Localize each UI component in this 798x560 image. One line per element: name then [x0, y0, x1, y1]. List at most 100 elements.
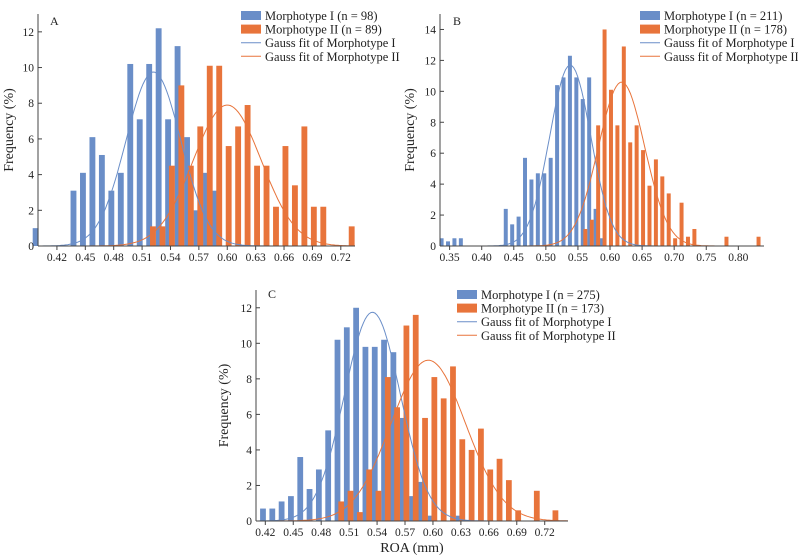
x-tick-label: 0.42: [47, 252, 67, 264]
bar-morphotype-i: [136, 119, 143, 246]
x-tick-label: 0.48: [311, 527, 331, 539]
bar-morphotype-ii: [621, 46, 626, 247]
bar-morphotype-ii: [440, 398, 447, 521]
gauss-fit-morphotype-ii: [440, 81, 764, 247]
x-tick-label: 0.69: [507, 527, 527, 539]
bar-morphotype-ii: [431, 377, 438, 521]
bar-morphotype-i: [288, 496, 294, 521]
x-tick-label: 0.75: [696, 252, 716, 264]
bar-morphotype-i: [587, 77, 592, 246]
bar-morphotype-i: [542, 173, 547, 246]
bar-morphotype-i: [269, 508, 276, 521]
y-tick-label: 12: [425, 55, 437, 67]
bar-morphotype-ii: [596, 125, 601, 246]
bar-morphotype-ii: [384, 377, 391, 521]
legend-swatch: [457, 303, 477, 313]
bar-morphotype-i: [203, 172, 209, 246]
bar-morphotype-i: [455, 515, 462, 521]
x-tick-label: 0.45: [504, 252, 524, 264]
bar-morphotype-ii: [178, 85, 185, 246]
legend-label: Gauss fit of Morphotype I: [265, 36, 396, 50]
y-tick-label: 2: [246, 480, 252, 492]
bar-morphotype-i: [399, 417, 406, 521]
bar-morphotype-ii: [692, 228, 697, 246]
bar-morphotype-ii: [394, 407, 400, 521]
x-tick-label: 0.50: [536, 252, 556, 264]
bar-morphotype-i: [212, 190, 219, 246]
y-tick-label: 6: [430, 148, 436, 160]
legend-swatch: [241, 11, 261, 20]
x-tick-label: 0.60: [423, 527, 443, 539]
x-tick-label: 0.69: [302, 252, 322, 264]
x-tick-label: 0.72: [331, 252, 351, 264]
x-tick-label: 0.42: [255, 527, 275, 539]
x-axis-label: ROA (mm): [380, 541, 444, 556]
bar-morphotype-ii: [168, 165, 175, 246]
bar-morphotype-i: [523, 157, 527, 246]
x-tick-label: 0.60: [600, 252, 620, 264]
bar-morphotype-i: [452, 238, 457, 246]
bar-morphotype-ii: [206, 65, 213, 246]
bar-morphotype-i: [184, 137, 190, 246]
bar-morphotype-i: [362, 346, 369, 521]
panel-label: A: [50, 14, 59, 28]
bar-morphotype-i: [146, 63, 153, 246]
bar-morphotype-i: [155, 28, 162, 247]
bar-morphotype-ii: [628, 142, 633, 246]
legend-label: Morphotype I (n = 275): [481, 288, 600, 302]
bar-morphotype-ii: [225, 146, 232, 246]
bar-morphotype-i: [174, 46, 181, 246]
y-tick-label: 8: [28, 98, 34, 110]
bar-morphotype-i: [70, 190, 77, 246]
x-tick-label: 0.45: [283, 527, 303, 539]
bar-morphotype-ii: [412, 314, 419, 521]
bar-morphotype-i: [580, 99, 585, 246]
bar-morphotype-i: [446, 241, 451, 246]
x-tick-label: 0.60: [217, 252, 237, 264]
legend-swatch: [241, 24, 261, 34]
x-tick-label: 0.66: [479, 527, 499, 539]
bar-morphotype-ii: [673, 238, 678, 246]
bar-morphotype-ii: [589, 219, 594, 246]
bar-morphotype-i: [458, 238, 463, 246]
bar-morphotype-ii: [515, 510, 522, 521]
y-tick-label: 14: [425, 24, 437, 36]
legend-label: Gauss fit of Morphotype II: [664, 50, 798, 64]
bar-morphotype-ii: [282, 146, 289, 246]
bar-morphotype-ii: [602, 29, 607, 246]
bar-morphotype-i: [193, 210, 200, 246]
bar-morphotype-ii: [310, 206, 317, 246]
bar-morphotype-i: [165, 119, 172, 246]
bar-morphotype-i: [260, 508, 266, 521]
panel-b: 0.35 0.40 0.45 0.50 0.55 0.60 0.65 0.70 0.75 0.80…: [403, 9, 798, 264]
bar-morphotype-i: [353, 307, 360, 521]
legend-swatch: [640, 24, 660, 34]
x-tick-label: 0.80: [728, 252, 748, 264]
bar-morphotype-ii: [505, 480, 512, 521]
bar-morphotype-i: [108, 190, 115, 246]
bar-morphotype-ii: [159, 226, 166, 246]
bar-morphotype-i: [390, 352, 397, 521]
y-axis-label: Frequency (%): [217, 363, 232, 447]
bar-morphotype-ii: [263, 165, 270, 246]
bar-morphotype-i: [593, 208, 598, 246]
bar-morphotype-ii: [301, 126, 308, 246]
x-tick-label: 0.72: [535, 527, 555, 539]
bar-morphotype-ii: [273, 206, 279, 246]
bar-morphotype-ii: [216, 65, 223, 246]
legend-swatch: [457, 290, 477, 299]
y-tick-label: 10: [425, 86, 437, 98]
x-tick-label: 0.70: [664, 252, 684, 264]
x-tick-label: 0.57: [395, 527, 415, 539]
bar-morphotype-ii: [375, 490, 382, 521]
legend-label: Morphotype I (n = 98): [265, 9, 378, 23]
bar-morphotype-i: [117, 172, 124, 246]
bar-morphotype-ii: [533, 490, 540, 521]
bar-morphotype-ii: [608, 89, 613, 246]
x-tick-label: 0.65: [632, 252, 652, 264]
bar-morphotype-ii: [291, 185, 298, 246]
bar-morphotype-ii: [187, 165, 194, 246]
legend-label: Morphotype II (n = 173): [481, 302, 604, 316]
legend-label: Gauss fit of Morphotype II: [481, 329, 616, 343]
